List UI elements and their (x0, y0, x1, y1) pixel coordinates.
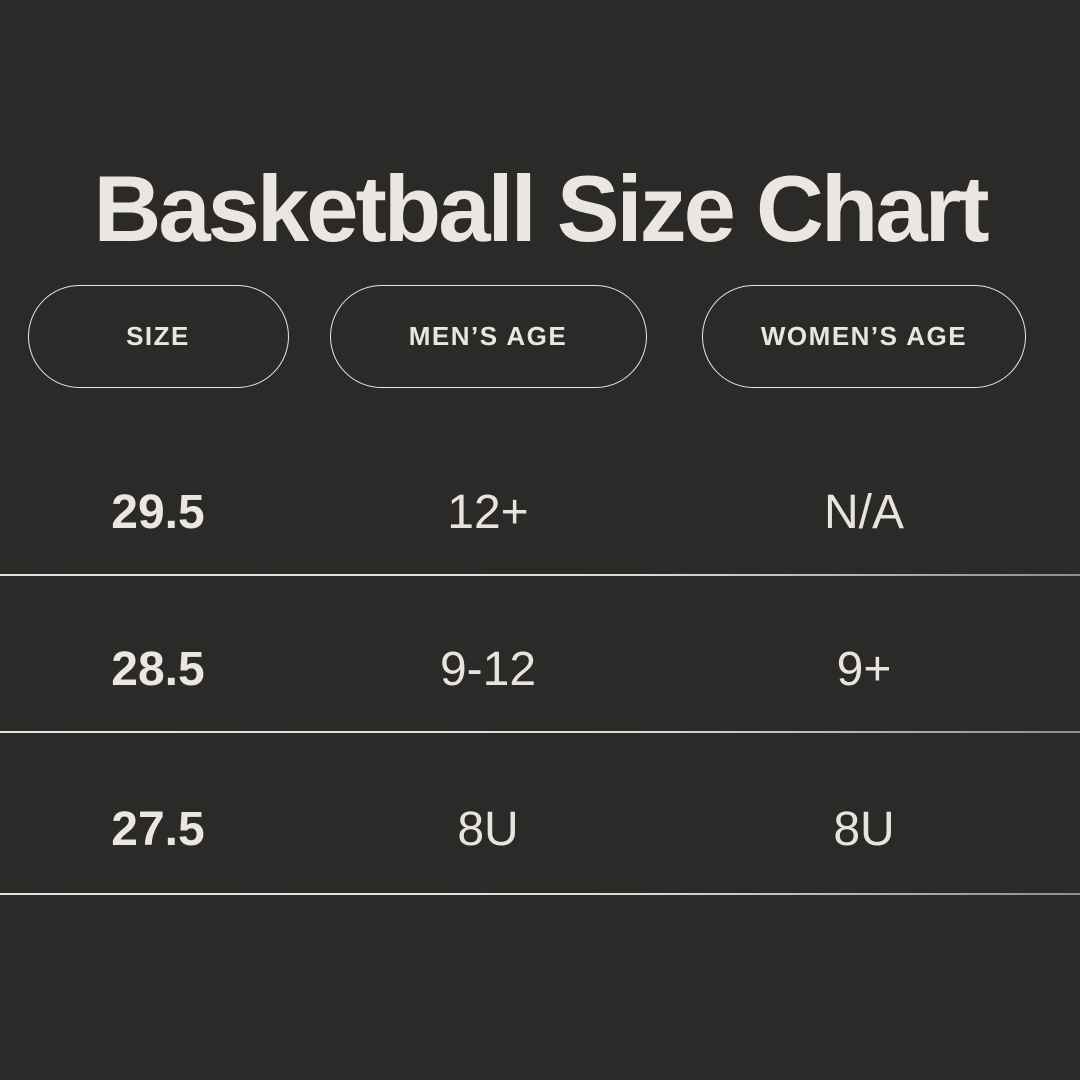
row-divider (0, 731, 1080, 733)
size-value: 27.5 (111, 802, 205, 856)
womens-age-value: 9+ (836, 643, 892, 696)
mens-age-value: 8U (457, 802, 519, 856)
table-body: 29.5 12+ N/A 28.5 9-12 9+ 27.5 8U 8U (0, 419, 1068, 895)
mens-age-value: 9-12 (439, 643, 537, 696)
row-divider (0, 574, 1080, 576)
column-header-womens-age: WOMEN’S AGE (702, 285, 1026, 388)
column-header-womens-age-label: WOMEN’S AGE (760, 321, 968, 351)
womens-age-value: N/A (823, 486, 904, 539)
womens-age-value: 8U (833, 802, 895, 856)
column-header-mens-age-label: MEN’S AGE (408, 321, 568, 351)
table-row: 27.5 8U 8U (0, 733, 1068, 895)
size-value: 28.5 (111, 643, 205, 696)
column-header-size-label: SIZE (126, 321, 190, 351)
row-divider (0, 893, 1080, 895)
page-title: Basketball Size Chart (93, 155, 989, 261)
mens-age-value: 12+ (447, 486, 529, 539)
column-header-size: SIZE (27, 285, 289, 388)
table-header-row: SIZE MEN’S AGE WOMEN’S AGE (0, 285, 1068, 388)
table-row: 29.5 12+ N/A (0, 419, 1068, 576)
column-header-mens-age: MEN’S AGE (329, 285, 647, 388)
table-row: 28.5 9-12 9+ (0, 576, 1068, 733)
size-value: 29.5 (111, 486, 205, 539)
